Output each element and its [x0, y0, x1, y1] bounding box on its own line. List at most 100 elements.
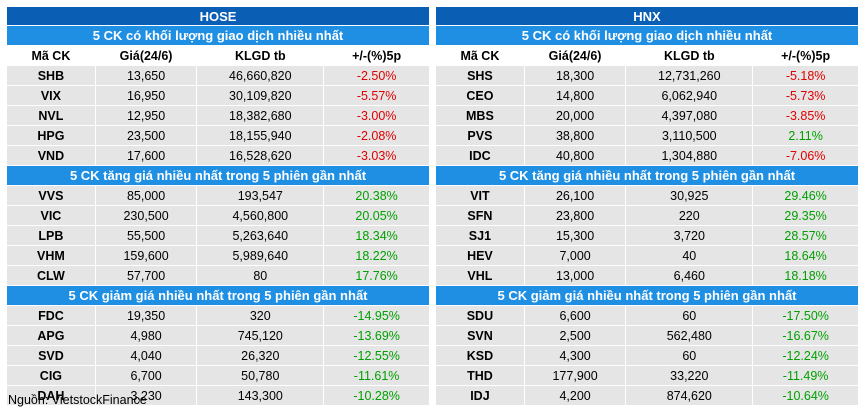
volume-cell: 26,320	[196, 345, 325, 366]
symbol-cell: HEV	[435, 245, 525, 266]
change-cell: 18.34%	[323, 225, 430, 246]
section-title: 5 CK giảm giá nhiều nhất trong 5 phiên g…	[6, 285, 430, 306]
volume-cell: 4,397,080	[625, 105, 754, 126]
exchange-header: HNX	[435, 6, 859, 26]
symbol-cell: NVL	[6, 105, 96, 126]
table-row: HPG 23,500 18,155,940 -2.08%	[6, 125, 430, 146]
section-title: 5 CK giảm giá nhiều nhất trong 5 phiên g…	[435, 285, 859, 306]
price-cell: 57,700	[94, 265, 198, 286]
symbol-cell: SVN	[435, 325, 525, 346]
table-row: THD 177,900 33,220 -11.49%	[435, 365, 859, 386]
table-row: SVD 4,040 26,320 -12.55%	[6, 345, 430, 366]
symbol-cell: VHL	[435, 265, 525, 286]
symbol-cell: PVS	[435, 125, 525, 146]
change-cell: -11.61%	[323, 365, 430, 386]
change-cell: 20.38%	[323, 185, 430, 206]
table-row: DAH 3,230 143,300 -10.28%	[6, 385, 430, 406]
volume-cell: 745,120	[196, 325, 325, 346]
change-cell: -12.55%	[323, 345, 430, 366]
symbol-cell: IDC	[435, 145, 525, 166]
symbol-cell: THD	[435, 365, 525, 386]
price-cell: 230,500	[94, 205, 198, 226]
price-cell: 4,980	[94, 325, 198, 346]
change-cell: -17.50%	[752, 305, 859, 326]
section-title: 5 CK tăng giá nhiều nhất trong 5 phiên g…	[435, 165, 859, 186]
price-cell: 7,000	[523, 245, 627, 266]
volume-cell: 18,155,940	[196, 125, 325, 146]
price-cell: 23,800	[523, 205, 627, 226]
table-row: IDJ 4,200 874,620 -10.64%	[435, 385, 859, 406]
table-row: VIT 26,100 30,925 29.46%	[435, 185, 859, 206]
table-row: SJ1 15,300 3,720 28.57%	[435, 225, 859, 246]
change-cell: -3.03%	[323, 145, 430, 166]
price-cell: 14,800	[523, 85, 627, 106]
stock-table: HNX 5 CK có khối lượng giao dịch nhiều nh…	[435, 6, 859, 406]
table-row: VVS 85,000 193,547 20.38%	[6, 185, 430, 206]
table-row: PVS 38,800 3,110,500 2.11%	[435, 125, 859, 146]
col-header-symbol: Mã CK	[435, 45, 525, 66]
change-cell: -2.08%	[323, 125, 430, 146]
change-cell: 17.76%	[323, 265, 430, 286]
table-row: VHL 13,000 6,460 18.18%	[435, 265, 859, 286]
volume-cell: 3,110,500	[625, 125, 754, 146]
change-cell: 29.35%	[752, 205, 859, 226]
volume-cell: 46,660,820	[196, 65, 325, 86]
symbol-cell: SHS	[435, 65, 525, 86]
symbol-cell: VND	[6, 145, 96, 166]
volume-cell: 193,547	[196, 185, 325, 206]
section-title: 5 CK có khối lượng giao dịch nhiều nhất	[6, 25, 430, 46]
table-row: VIC 230,500 4,560,800 20.05%	[6, 205, 430, 226]
volume-cell: 33,220	[625, 365, 754, 386]
price-cell: 19,350	[94, 305, 198, 326]
change-cell: -3.00%	[323, 105, 430, 126]
volume-cell: 220	[625, 205, 754, 226]
col-header-symbol: Mã CK	[6, 45, 96, 66]
table-row: LPB 55,500 5,263,640 18.34%	[6, 225, 430, 246]
volume-cell: 12,731,260	[625, 65, 754, 86]
symbol-cell: VVS	[6, 185, 96, 206]
change-cell: 28.57%	[752, 225, 859, 246]
change-cell: -12.24%	[752, 345, 859, 366]
symbol-cell: MBS	[435, 105, 525, 126]
table-row: SVN 2,500 562,480 -16.67%	[435, 325, 859, 346]
section-title: 5 CK tăng giá nhiều nhất trong 5 phiên g…	[6, 165, 430, 186]
section-header-row: 5 CK tăng giá nhiều nhất trong 5 phiên g…	[435, 165, 859, 186]
price-cell: 3,230	[94, 385, 198, 406]
price-cell: 13,650	[94, 65, 198, 86]
price-cell: 6,700	[94, 365, 198, 386]
price-cell: 4,200	[523, 385, 627, 406]
change-cell: 18.64%	[752, 245, 859, 266]
symbol-cell: KSD	[435, 345, 525, 366]
change-cell: -10.28%	[323, 385, 430, 406]
symbol-cell: HPG	[6, 125, 96, 146]
change-cell: -13.69%	[323, 325, 430, 346]
price-cell: 26,100	[523, 185, 627, 206]
column-header-row: Mã CK Giá(24/6) KLGD tb +/-(%)5p	[435, 45, 859, 66]
volume-cell: 6,460	[625, 265, 754, 286]
symbol-cell: IDJ	[435, 385, 525, 406]
table-row: SHS 18,300 12,731,260 -5.18%	[435, 65, 859, 86]
price-cell: 16,950	[94, 85, 198, 106]
change-cell: 29.46%	[752, 185, 859, 206]
volume-cell: 18,382,680	[196, 105, 325, 126]
source-note: Nguồn: VietstockFinance	[8, 393, 147, 407]
table-row: MBS 20,000 4,397,080 -3.85%	[435, 105, 859, 126]
price-cell: 15,300	[523, 225, 627, 246]
section-header-row: 5 CK giảm giá nhiều nhất trong 5 phiên g…	[6, 285, 430, 306]
symbol-cell: DAH	[6, 385, 96, 406]
symbol-cell: APG	[6, 325, 96, 346]
price-cell: 38,800	[523, 125, 627, 146]
col-header-volume: KLGD tb	[196, 45, 325, 66]
price-cell: 23,500	[94, 125, 198, 146]
price-cell: 6,600	[523, 305, 627, 326]
table-row: FDC 19,350 320 -14.95%	[6, 305, 430, 326]
price-cell: 85,000	[94, 185, 198, 206]
change-cell: 2.11%	[752, 125, 859, 146]
change-cell: -2.50%	[323, 65, 430, 86]
col-header-change: +/-(%)5p	[752, 45, 859, 66]
change-cell: -5.18%	[752, 65, 859, 86]
change-cell: -16.67%	[752, 325, 859, 346]
symbol-cell: CIG	[6, 365, 96, 386]
change-cell: 18.18%	[752, 265, 859, 286]
table-row: APG 4,980 745,120 -13.69%	[6, 325, 430, 346]
